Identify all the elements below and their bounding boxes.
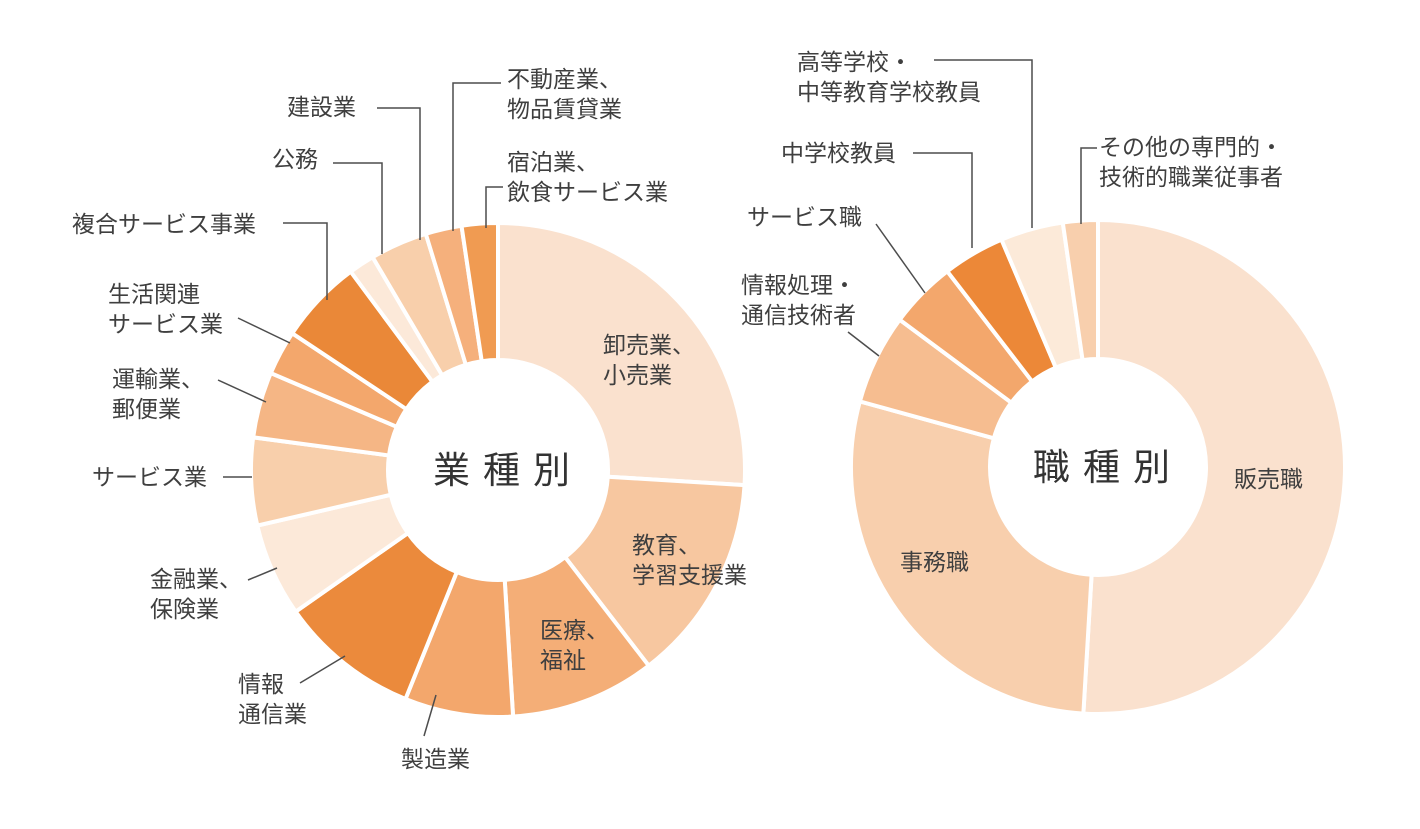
occupation-outer-label-serviceshoku: サービス職 xyxy=(747,204,862,230)
industry-outer-label-kinyu: 金融業、保険業 xyxy=(150,566,242,622)
industry-inner-label-kyoiku: 教育、学習支援業 xyxy=(632,532,747,588)
industry-leader-line-seizogyo xyxy=(423,694,437,737)
industry-leader-line-kinyu xyxy=(247,567,278,581)
industry-outer-label-joho-tsushin: 情報通信業 xyxy=(238,671,307,727)
occupation-outer-label-johoshori: 情報処理・通信技術者 xyxy=(741,272,856,328)
industry-slice-1: 教育、学習支援業 xyxy=(562,474,747,669)
occupation-slice-0: 販売職 xyxy=(1081,217,1348,716)
industry-outer-label-seizogyo: 製造業 xyxy=(401,746,470,772)
industry-inner-label-iryo: 医療、福祉 xyxy=(540,617,609,673)
industry-outer-label-unyu: 運輸業、郵便業 xyxy=(112,366,204,422)
occupation-outer-label-chugakko: 中学校教員 xyxy=(781,140,896,166)
industry-outer-label-kensetsugyo: 建設業 xyxy=(287,94,356,120)
industry-leader-line-kensetsugyo xyxy=(377,107,421,240)
occupation-slice-6: その他の専門的・技術的職業従事者 xyxy=(1060,217,1100,363)
industry-outer-label-fudosan: 不動産業、物品賃貸業 xyxy=(507,66,622,122)
occupation-leader-line-chugakko xyxy=(913,152,973,248)
industry-outer-label-shukuhaku: 宿泊業、飲食サービス業 xyxy=(507,149,668,205)
industry-outer-label-fukugo: 複合サービス事業 xyxy=(72,211,256,237)
industry-inner-label-oroshiuri: 卸売業、小売業 xyxy=(603,332,695,388)
industry-outer-label-seikatsu: 生活関連サービス業 xyxy=(108,281,223,337)
industry-leader-line-fukugo xyxy=(283,222,328,300)
occupation-outer-label-sonota: その他の専門的・技術的職業従事者 xyxy=(1099,134,1283,190)
occupation-inner-label-jimushoku: 事務職 xyxy=(900,549,969,575)
industry-leader-line-seikatsu xyxy=(237,317,291,344)
occupation-leader-line-kotogakko xyxy=(934,59,1033,228)
occupation-leader-line-johoshori xyxy=(847,331,880,357)
occupation-slice-1: 事務職 xyxy=(849,398,1094,716)
industry-slice-0: 卸売業、小売業 xyxy=(496,220,747,488)
industry-leader-line-unyu xyxy=(217,379,267,403)
occupation-outer-label-kotogakko: 高等学校・中等教育学校教員 xyxy=(797,49,981,105)
occupation-center-title: 職種別 xyxy=(1033,447,1183,488)
occupation-leader-line-serviceshoku xyxy=(875,223,926,294)
industry-leader-line-joho-tsushin xyxy=(299,655,346,684)
industry-center-title: 業種別 xyxy=(433,450,583,491)
industry-slice-13: 宿泊業、飲食サービス業 xyxy=(459,220,500,364)
industry-outer-label-servicegyo: サービス業 xyxy=(92,464,207,490)
industry-leader-line-shukuhaku xyxy=(485,186,503,228)
industry-outer-label-komu: 公務 xyxy=(272,146,318,172)
industry-leader-line-fudosan xyxy=(452,82,501,231)
occupation-inner-label-hanbaishoku: 販売職 xyxy=(1234,466,1303,492)
occupation-leader-line-sonota xyxy=(1080,147,1097,224)
industry-leader-line-komu xyxy=(333,162,383,254)
